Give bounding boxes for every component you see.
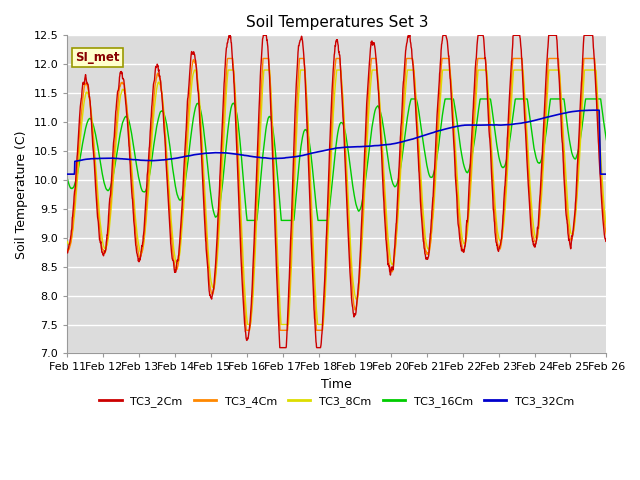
TC3_8Cm xyxy=(244,322,252,327)
Y-axis label: Soil Temperature (C): Soil Temperature (C) xyxy=(15,130,28,259)
TC3_16Cm xyxy=(556,96,563,102)
TC3_32Cm xyxy=(555,111,563,117)
TC3_32Cm xyxy=(63,171,71,177)
Title: Soil Temperatures Set 3: Soil Temperatures Set 3 xyxy=(246,15,428,30)
TC3_16Cm xyxy=(364,155,372,161)
TC3_16Cm xyxy=(407,96,415,102)
TC3_2Cm xyxy=(276,345,284,350)
TC3_4Cm xyxy=(556,68,563,74)
TC3_2Cm xyxy=(214,224,221,229)
TC3_32Cm xyxy=(493,122,501,128)
TC3_16Cm xyxy=(570,155,578,161)
TC3_2Cm xyxy=(225,33,233,38)
TC3_4Cm xyxy=(63,247,71,252)
Line: TC3_2Cm: TC3_2Cm xyxy=(67,36,606,348)
TC3_8Cm xyxy=(570,225,578,231)
TC3_4Cm xyxy=(224,56,232,61)
TC3_8Cm xyxy=(63,239,71,244)
Line: TC3_16Cm: TC3_16Cm xyxy=(67,99,606,220)
TC3_16Cm xyxy=(353,203,360,209)
TC3_2Cm xyxy=(494,247,502,252)
TC3_4Cm xyxy=(602,232,610,238)
TC3_8Cm xyxy=(556,67,563,73)
TC3_8Cm xyxy=(494,230,502,236)
TC3_4Cm xyxy=(494,241,502,247)
TC3_4Cm xyxy=(214,241,221,247)
Text: SI_met: SI_met xyxy=(76,51,120,64)
TC3_2Cm xyxy=(556,76,563,82)
TC3_2Cm xyxy=(353,301,360,307)
TC3_16Cm xyxy=(602,137,610,143)
TC3_32Cm xyxy=(353,144,360,150)
TC3_2Cm xyxy=(602,239,610,244)
TC3_32Cm xyxy=(594,107,602,113)
TC3_16Cm xyxy=(494,148,502,154)
TC3_32Cm xyxy=(602,171,610,177)
TC3_32Cm xyxy=(214,150,221,156)
Legend: TC3_2Cm, TC3_4Cm, TC3_8Cm, TC3_16Cm, TC3_32Cm: TC3_2Cm, TC3_4Cm, TC3_8Cm, TC3_16Cm, TC3… xyxy=(95,392,579,411)
TC3_4Cm xyxy=(353,302,360,308)
TC3_8Cm xyxy=(214,247,221,252)
TC3_4Cm xyxy=(365,92,372,98)
TC3_8Cm xyxy=(365,114,372,120)
X-axis label: Time: Time xyxy=(321,378,352,391)
Line: TC3_4Cm: TC3_4Cm xyxy=(67,59,606,330)
TC3_2Cm xyxy=(365,74,372,80)
TC3_16Cm xyxy=(243,217,251,223)
TC3_16Cm xyxy=(63,176,71,181)
TC3_2Cm xyxy=(63,250,71,255)
TC3_32Cm xyxy=(364,144,372,149)
TC3_8Cm xyxy=(353,296,360,302)
TC3_8Cm xyxy=(602,223,610,229)
TC3_2Cm xyxy=(570,218,578,224)
TC3_16Cm xyxy=(214,212,221,218)
TC3_4Cm xyxy=(570,221,578,227)
TC3_32Cm xyxy=(570,108,577,114)
Line: TC3_8Cm: TC3_8Cm xyxy=(67,70,606,324)
TC3_8Cm xyxy=(191,67,198,73)
Line: TC3_32Cm: TC3_32Cm xyxy=(67,110,606,174)
TC3_4Cm xyxy=(243,327,250,333)
